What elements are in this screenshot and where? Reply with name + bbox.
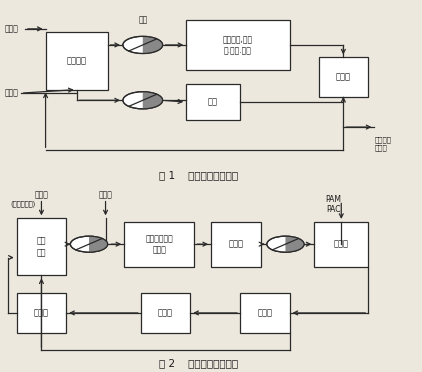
Text: 图 1    净环系统工艺流程: 图 1 净环系统工艺流程 [159, 170, 238, 180]
Text: PAM
PAC: PAM PAC [325, 195, 341, 215]
Text: 补充水: 补充水 [4, 25, 18, 33]
Bar [186, 84, 240, 120]
Circle shape [267, 236, 304, 252]
Text: 水稳剂: 水稳剂 [4, 89, 18, 97]
Bar [240, 293, 289, 333]
Bar [141, 293, 190, 333]
Text: (净环排放水): (净环排放水) [11, 201, 36, 207]
Text: 水泵: 水泵 [138, 16, 147, 25]
Bar [124, 222, 195, 266]
Text: 过滤器: 过滤器 [257, 308, 272, 317]
Text: 热水池: 热水池 [34, 308, 49, 317]
Text: 旋流池: 旋流池 [228, 240, 243, 248]
Text: 冷却塔: 冷却塔 [336, 73, 351, 81]
Circle shape [123, 92, 162, 109]
Bar [211, 222, 261, 266]
Text: 补充水: 补充水 [35, 190, 49, 199]
Circle shape [123, 36, 162, 54]
Polygon shape [285, 236, 304, 252]
Bar [16, 218, 66, 275]
Polygon shape [143, 36, 162, 54]
Text: 净环水池: 净环水池 [67, 57, 87, 65]
Text: 电机: 电机 [208, 97, 218, 106]
Text: 浊环
水池: 浊环 水池 [37, 237, 46, 257]
Bar [46, 32, 108, 90]
Circle shape [70, 236, 108, 252]
Bar [319, 57, 368, 97]
Text: 芯棒、轧辊、
轴承等: 芯棒、轧辊、 轴承等 [146, 234, 173, 254]
Polygon shape [143, 92, 162, 109]
Text: 平流池: 平流池 [334, 240, 349, 248]
Text: 杀菌剂: 杀菌剂 [99, 190, 113, 199]
Text: 冷却塔: 冷却塔 [158, 308, 173, 317]
Text: 图 2    浊环系统工艺流程: 图 2 浊环系统工艺流程 [159, 358, 238, 368]
Bar [186, 20, 289, 70]
Bar [16, 293, 66, 333]
Text: 排污至浊
环系统: 排污至浊 环系统 [374, 136, 391, 151]
Text: 液压系统,加热
护.仪器.仪表: 液压系统,加热 护.仪器.仪表 [223, 35, 253, 55]
Bar [314, 222, 368, 266]
Polygon shape [89, 236, 108, 252]
